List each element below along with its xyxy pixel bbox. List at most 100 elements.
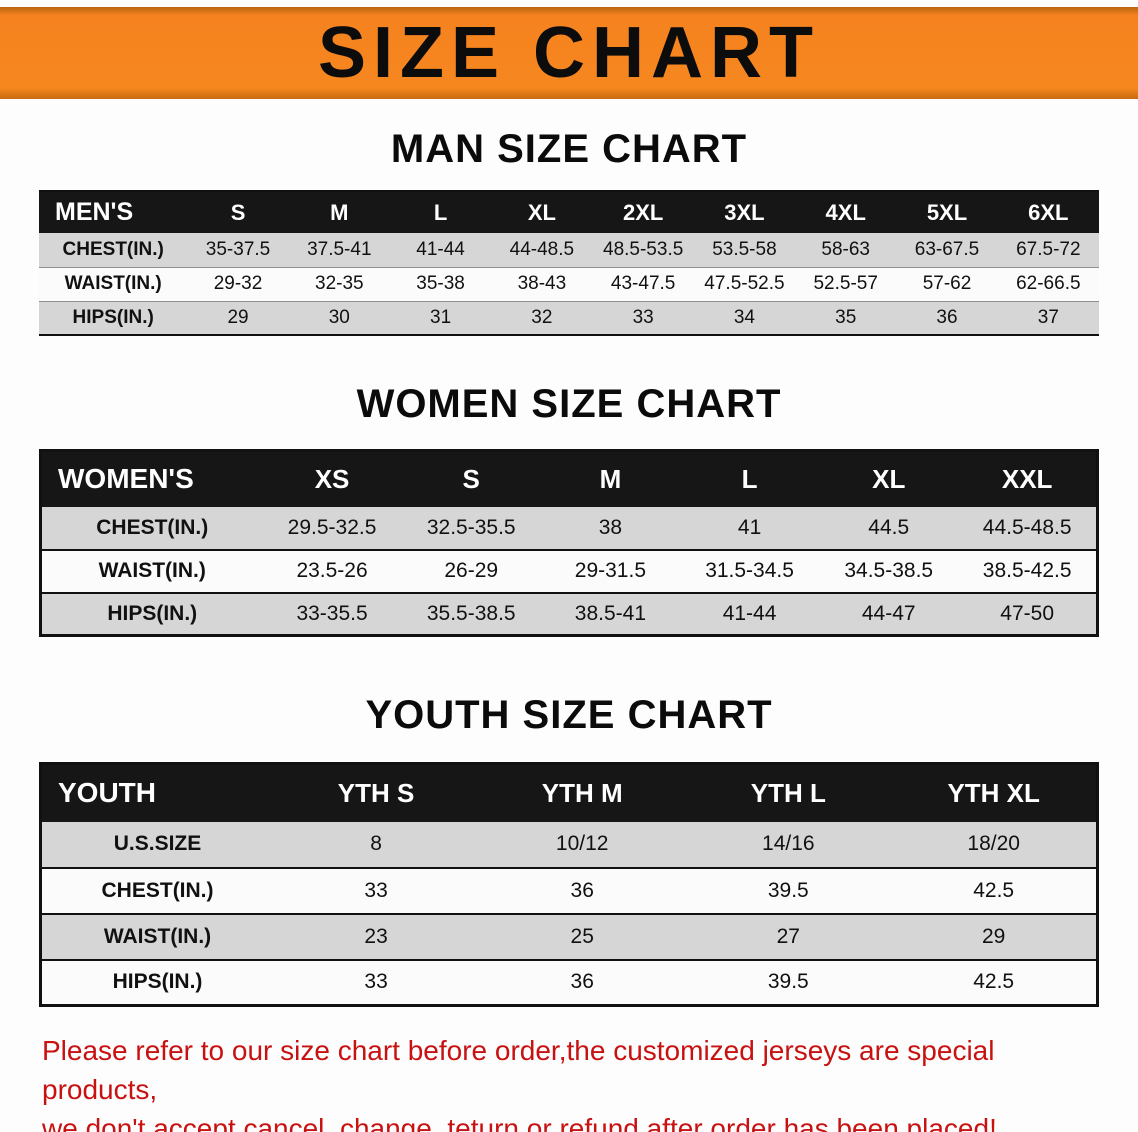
size-value-cell: 44-47 xyxy=(861,601,916,625)
size-value-cell: 57-62 xyxy=(922,273,972,294)
size-value-cell: 43-47.5 xyxy=(610,273,676,294)
size-value-cell: 41-44 xyxy=(416,238,465,260)
man-size-heading: MAN SIZE CHART xyxy=(390,127,748,171)
size-column-header: 6XL xyxy=(997,191,1099,233)
size-value-cell: 29 xyxy=(227,306,249,328)
size-value-cell: 33 xyxy=(364,878,388,902)
size-column-header: YTH L xyxy=(685,763,892,822)
man-size-section: MAN SIZE CHART MEN'S S M L XL 2XL 3XL 4XL 5XL 6XL… xyxy=(0,127,1138,336)
row-label: HIPS(IN.) xyxy=(107,601,198,625)
size-value-cell: 47-50 xyxy=(1000,601,1055,625)
size-value-cell: 29.5-32.5 xyxy=(287,515,377,539)
size-value-cell: 25 xyxy=(570,924,594,948)
size-column-header: M xyxy=(288,191,390,233)
size-column-header: XL xyxy=(491,191,593,233)
table-row: WAIST(IN.) 23.5-26 26-29 29-31.5 31.5-34.5 34… xyxy=(40,549,1098,593)
row-label: CHEST(IN.) xyxy=(62,238,164,260)
row-label: HIPS(IN.) xyxy=(112,970,203,994)
size-value-cell: 58-63 xyxy=(821,238,871,260)
table-row: HIPS(IN.) 29 30 31 32 33 34 35 36 37 xyxy=(39,301,1099,335)
size-value-cell: 35-37.5 xyxy=(205,238,271,260)
size-value-cell: 23 xyxy=(364,924,388,948)
size-value-cell: 35-38 xyxy=(416,273,465,294)
table-row: WAIST(IN.) 29-32 32-35 35-38 38-43 43-47.5 47.… xyxy=(39,267,1099,301)
table-header-row: WOMEN'S XS S M L XL XXL xyxy=(40,450,1098,507)
size-value-cell: 39.5 xyxy=(767,970,809,994)
women-size-table: WOMEN'S XS S M L XL XXL CHEST(IN.) 29.5-32.5 32.5… xyxy=(39,449,1099,637)
table-corner-label: YOUTH xyxy=(40,763,274,822)
table-row: WAIST(IN.) 23 25 27 29 xyxy=(40,913,1098,960)
size-column-header: XS xyxy=(262,450,402,507)
table-row: HIPS(IN.) 33 36 39.5 42.5 xyxy=(40,959,1098,1006)
size-value-cell: 18/20 xyxy=(967,832,1020,855)
row-label: WAIST(IN.) xyxy=(103,924,212,948)
men-size-table: MEN'S S M L XL 2XL 3XL 4XL 5XL 6XL CHEST(IN.) 35-37… xyxy=(39,190,1099,336)
size-value-cell: 33 xyxy=(632,306,654,328)
women-size-heading: WOMEN SIZE CHART xyxy=(356,382,782,426)
size-column-header: 2XL xyxy=(592,191,694,233)
size-value-cell: 36 xyxy=(570,970,594,994)
size-column-header: XXL xyxy=(958,450,1098,507)
size-value-cell: 33-35.5 xyxy=(296,601,368,625)
size-value-cell: 27 xyxy=(776,924,800,948)
size-value-cell: 42.5 xyxy=(973,878,1015,902)
size-value-cell: 39.5 xyxy=(767,878,809,902)
disclaimer-line-1: Please refer to our size chart before or… xyxy=(42,1035,995,1106)
size-value-cell: 35.5-38.5 xyxy=(426,601,516,625)
size-value-cell: 37 xyxy=(1037,306,1059,328)
size-value-cell: 41 xyxy=(737,515,762,539)
size-column-header: L xyxy=(679,450,820,507)
size-value-cell: 31.5-34.5 xyxy=(705,559,794,582)
size-value-cell: 31 xyxy=(430,306,452,328)
size-value-cell: 42.5 xyxy=(973,970,1015,994)
size-value-cell: 44.5-48.5 xyxy=(982,515,1072,539)
size-value-cell: 48.5-53.5 xyxy=(603,238,684,260)
size-column-header: M xyxy=(540,450,680,507)
women-size-section: WOMEN SIZE CHART WOMEN'S XS S M L XL XXL CHEST(… xyxy=(0,382,1138,637)
row-label: U.S.SIZE xyxy=(113,832,202,855)
size-column-header: YTH XL xyxy=(891,763,1098,822)
size-column-header: S xyxy=(401,450,541,507)
row-label: CHEST(IN.) xyxy=(96,515,209,539)
page-title: SIZE CHART xyxy=(318,13,820,93)
size-value-cell: 29-32 xyxy=(213,273,263,294)
size-value-cell: 52.5-57 xyxy=(813,273,878,294)
row-label: WAIST(IN.) xyxy=(98,559,206,582)
size-value-cell: 34.5-38.5 xyxy=(844,559,934,582)
size-value-cell: 35 xyxy=(835,306,857,328)
size-value-cell: 29 xyxy=(982,924,1006,948)
size-value-cell: 32 xyxy=(531,306,553,328)
size-value-cell: 63-67.5 xyxy=(914,238,980,260)
size-value-cell: 10/12 xyxy=(555,832,609,855)
table-row: HIPS(IN.) 33-35.5 35.5-38.5 38.5-41 41-44 44-… xyxy=(40,592,1098,636)
table-row: CHEST(IN.) 29.5-32.5 32.5-35.5 38 41 44.5 44.5… xyxy=(40,506,1098,550)
banner: SIZE CHART xyxy=(0,7,1138,99)
size-value-cell: 8 xyxy=(370,832,382,855)
youth-size-table: YOUTH YTH S YTH M YTH L YTH XL U.S.SIZE 8 10/12… xyxy=(39,762,1099,1007)
size-value-cell: 53.5-58 xyxy=(712,238,777,260)
disclaimer: Please refer to our size chart before or… xyxy=(42,1031,1096,1132)
row-label: HIPS(IN.) xyxy=(72,306,154,328)
table-row: CHEST(IN.) 33 36 39.5 42.5 xyxy=(40,867,1098,914)
size-value-cell: 34 xyxy=(733,306,755,328)
size-column-header: 3XL xyxy=(693,191,796,233)
table-corner-label: MEN'S xyxy=(39,191,188,233)
size-value-cell: 30 xyxy=(328,306,350,328)
size-value-cell: 67.5-72 xyxy=(1016,238,1081,260)
size-value-cell: 38-43 xyxy=(517,273,567,294)
youth-size-section: YOUTH SIZE CHART YOUTH YTH S YTH M YTH L YTH… xyxy=(0,693,1138,1007)
size-value-cell: 47.5-52.5 xyxy=(704,273,785,294)
size-column-header: YTH S xyxy=(273,763,480,822)
size-value-cell: 32.5-35.5 xyxy=(426,515,516,539)
size-column-header: S xyxy=(187,191,289,233)
size-value-cell: 26-29 xyxy=(444,559,499,582)
row-label: WAIST(IN.) xyxy=(64,273,162,294)
size-column-header: 4XL xyxy=(795,191,897,233)
size-value-cell: 14/16 xyxy=(762,832,815,855)
size-column-header: YTH M xyxy=(479,763,686,822)
row-label: CHEST(IN.) xyxy=(101,878,214,902)
size-column-header: XL xyxy=(819,450,959,507)
table-header-row: MEN'S S M L XL 2XL 3XL 4XL 5XL 6XL xyxy=(39,191,1099,233)
table-corner-label: WOMEN'S xyxy=(40,450,263,507)
size-value-cell: 37.5-41 xyxy=(307,238,372,260)
